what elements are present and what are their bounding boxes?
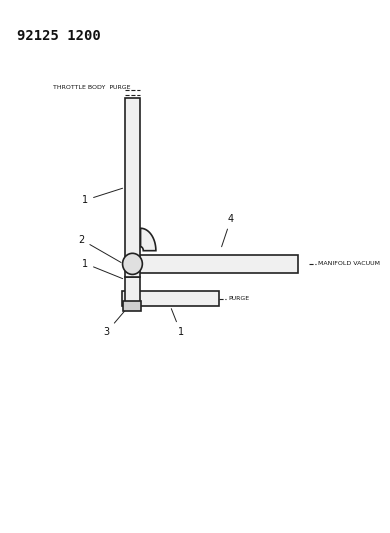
Text: 1: 1 [82, 259, 123, 279]
PathPatch shape [140, 228, 156, 251]
Text: PURGE: PURGE [228, 296, 249, 301]
Text: 2: 2 [78, 235, 121, 262]
Text: THROTTLE BODY  PURGE: THROTTLE BODY PURGE [53, 85, 131, 90]
Text: MANIFOLD VACUUM: MANIFOLD VACUUM [318, 261, 380, 266]
Bar [127, 255, 298, 273]
Text: 1: 1 [171, 309, 184, 337]
Bar [122, 292, 219, 306]
Text: 1: 1 [82, 188, 122, 205]
Bar [124, 301, 142, 311]
Text: 3: 3 [104, 308, 127, 337]
Bar [125, 98, 140, 277]
Ellipse shape [122, 253, 142, 274]
Bar [125, 277, 140, 306]
Text: 92125 1200: 92125 1200 [17, 29, 101, 43]
Text: 4: 4 [222, 214, 234, 247]
